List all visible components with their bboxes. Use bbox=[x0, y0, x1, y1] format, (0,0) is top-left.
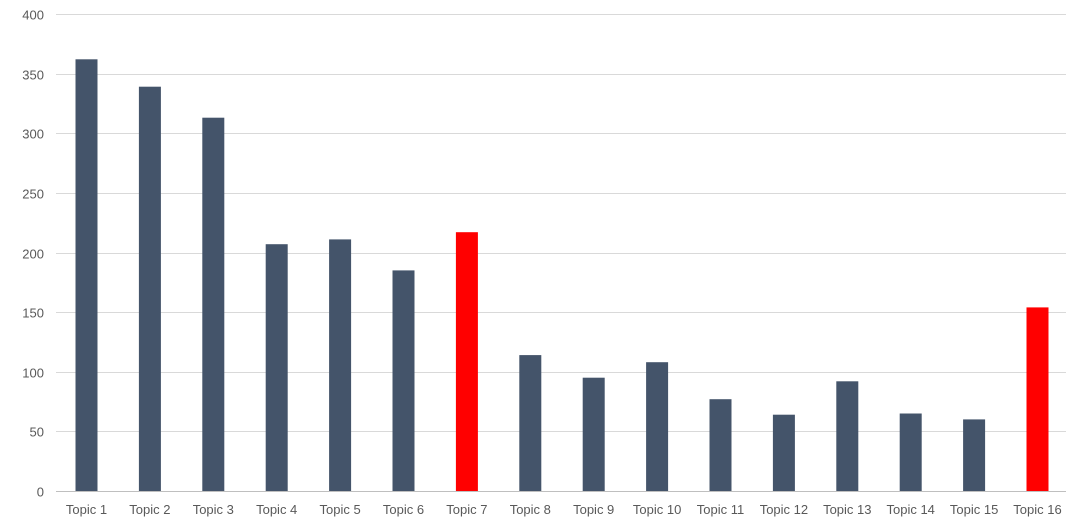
x-category-label: Topic 3 bbox=[193, 502, 234, 517]
y-axis-tick-labels: 0 50 100 150 200 250 300 350 400 bbox=[22, 8, 44, 500]
bar-topic-9 bbox=[582, 377, 605, 491]
bar-topic-7 bbox=[455, 232, 478, 491]
x-category-label: Topic 10 bbox=[633, 502, 681, 517]
bar-topic-1 bbox=[75, 59, 98, 492]
x-category-label: Topic 6 bbox=[383, 502, 424, 517]
bar-topic-16 bbox=[1026, 307, 1049, 491]
y-tick-label: 0 bbox=[37, 485, 44, 500]
x-category-label: Topic 12 bbox=[760, 502, 808, 517]
bar-topic-10 bbox=[646, 362, 669, 491]
x-category-label: Topic 15 bbox=[950, 502, 998, 517]
x-category-label: Topic 14 bbox=[886, 502, 934, 517]
x-category-label: Topic 9 bbox=[573, 502, 614, 517]
y-tick-label: 400 bbox=[22, 8, 44, 23]
x-category-label: Topic 1 bbox=[66, 502, 107, 517]
x-category-label: Topic 16 bbox=[1013, 502, 1061, 517]
x-axis-category-labels: Topic 1 Topic 2 Topic 3 Topic 4 Topic 5 Topic… bbox=[66, 502, 1062, 517]
y-tick-label: 250 bbox=[22, 187, 44, 202]
bar-topic-6 bbox=[392, 270, 415, 491]
bar-topic-8 bbox=[519, 355, 542, 491]
bar-topic-5 bbox=[329, 239, 352, 491]
bars bbox=[75, 59, 1049, 492]
bar-topic-12 bbox=[772, 414, 795, 491]
y-tick-label: 150 bbox=[22, 306, 44, 321]
y-tick-label: 300 bbox=[22, 127, 44, 142]
bar-topic-15 bbox=[963, 419, 986, 491]
gridlines bbox=[56, 14, 1066, 492]
bar-topic-4 bbox=[265, 244, 288, 491]
y-tick-label: 200 bbox=[22, 247, 44, 262]
y-tick-label: 100 bbox=[22, 366, 44, 381]
x-category-label: Topic 11 bbox=[697, 502, 744, 517]
bar-topic-2 bbox=[138, 86, 161, 491]
bar-topic-14 bbox=[899, 413, 922, 491]
x-category-label: Topic 7 bbox=[446, 502, 487, 517]
bar-topic-3 bbox=[202, 117, 225, 491]
bar-topic-13 bbox=[836, 381, 859, 491]
bar-topic-11 bbox=[709, 399, 732, 491]
y-tick-label: 50 bbox=[30, 425, 44, 440]
x-category-label: Topic 5 bbox=[319, 502, 360, 517]
y-tick-label: 350 bbox=[22, 68, 44, 83]
x-category-label: Topic 4 bbox=[256, 502, 297, 517]
x-category-label: Topic 13 bbox=[823, 502, 871, 517]
x-category-label: Topic 2 bbox=[129, 502, 170, 517]
x-category-label: Topic 8 bbox=[510, 502, 551, 517]
